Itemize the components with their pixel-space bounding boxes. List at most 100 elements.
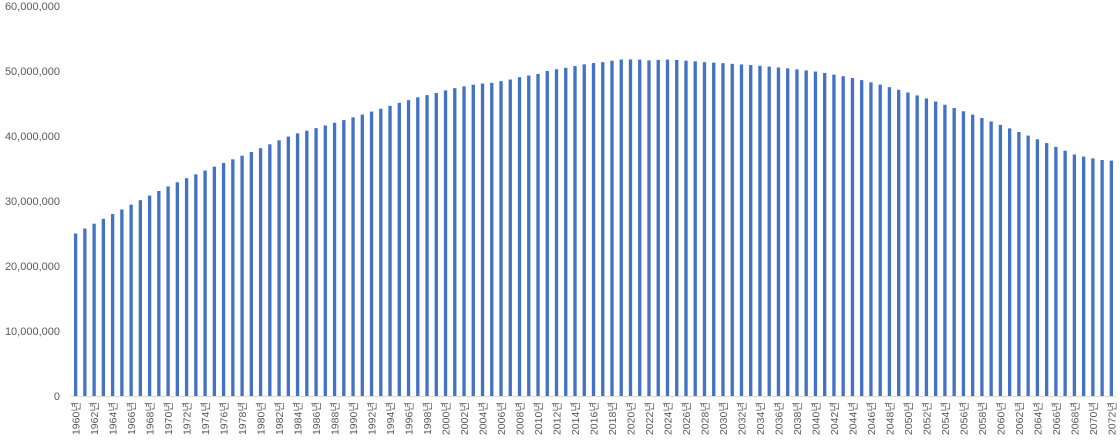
bar-2067 — [1063, 150, 1067, 396]
bar-2000 — [443, 90, 448, 396]
bar-1986 — [314, 128, 318, 396]
x-tick-label: 2020년 — [625, 402, 637, 435]
bar-1995 — [397, 102, 401, 397]
bar-2003 — [471, 84, 475, 397]
x-tick-label: 1966년 — [126, 402, 138, 435]
bar-2005 — [490, 82, 494, 396]
bar-1998 — [425, 95, 429, 397]
x-tick-label: 2072년 — [1106, 402, 1118, 435]
y-tick-label: 0 — [54, 391, 60, 403]
bar-2034 — [758, 65, 762, 397]
bar-2069 — [1081, 156, 1086, 396]
x-tick-label: 2058년 — [977, 402, 989, 435]
bar-2025 — [675, 60, 679, 396]
bar-2020 — [628, 59, 633, 397]
x-tick-label: 2066년 — [1051, 402, 1063, 435]
bar-2046 — [869, 82, 873, 396]
bar-1985 — [305, 130, 309, 397]
bar-2021 — [638, 59, 642, 396]
x-tick-label: 2056년 — [958, 402, 970, 435]
bar-1978 — [240, 155, 244, 396]
bar-2043 — [841, 76, 845, 396]
y-tick-label: 20,000,000 — [5, 261, 60, 273]
bar-1961 — [83, 228, 87, 396]
x-tick-label: 2026년 — [681, 402, 693, 435]
y-tick-label: 50,000,000 — [5, 66, 60, 78]
bar-2064 — [1035, 139, 1040, 396]
bar-2013 — [564, 67, 568, 396]
bar-2071 — [1100, 159, 1104, 396]
bar-1990 — [351, 117, 355, 396]
x-tick-label: 2038년 — [792, 402, 804, 435]
x-tick-label: 2068년 — [1069, 402, 1081, 435]
x-tick-label: 1984년 — [293, 402, 305, 435]
bar-2019 — [619, 59, 623, 397]
bar-2048 — [887, 87, 892, 396]
bar-1972 — [184, 178, 189, 396]
bar-2054 — [943, 104, 947, 397]
x-tick-label: 1996년 — [404, 402, 416, 435]
x-tick-label: 2064년 — [1032, 402, 1044, 435]
bar-1963 — [101, 218, 106, 396]
bar-1976 — [221, 162, 226, 396]
bar-2006 — [499, 81, 503, 396]
y-tick-label: 60,000,000 — [5, 1, 60, 13]
bar-series — [73, 59, 1114, 397]
x-tick-label: 2060년 — [995, 402, 1007, 435]
bar-2007 — [508, 79, 512, 396]
bar-2063 — [1026, 135, 1030, 397]
x-axis: 1960년 1962년 1964년 1966년 1968년 1970년 1972년 1974년… — [71, 396, 1118, 435]
bar-1992 — [369, 111, 374, 397]
y-tick-label: 10,000,000 — [5, 326, 60, 338]
bar-1997 — [416, 97, 420, 396]
x-tick-label: 1972년 — [182, 402, 194, 435]
bar-1989 — [342, 120, 346, 396]
y-tick-label: 30,000,000 — [5, 196, 60, 208]
bar-2038 — [795, 69, 799, 397]
x-tick-label: 2022년 — [644, 402, 656, 435]
bar-2066 — [1054, 146, 1058, 396]
bar-2002 — [462, 86, 466, 396]
x-tick-label: 2012년 — [552, 402, 564, 435]
bar-1983 — [286, 136, 290, 396]
bar-1973 — [194, 174, 198, 396]
x-tick-label: 1962년 — [89, 402, 101, 435]
bar-1991 — [360, 114, 364, 397]
bar-1960 — [73, 233, 78, 396]
bar-1999 — [434, 92, 438, 396]
bar-2062 — [1017, 131, 1021, 396]
bar-2004 — [480, 83, 485, 396]
bar-2009 — [527, 75, 531, 397]
bar-1981 — [268, 144, 272, 396]
x-tick-label: 2034년 — [755, 402, 767, 435]
x-tick-label: 2042년 — [829, 402, 841, 435]
bar-1994 — [388, 105, 392, 396]
bar-2053 — [934, 101, 938, 397]
y-axis: 0 10,000,000 20,000,000 30,000,000 40,000,00… — [5, 1, 60, 403]
bar-2044 — [850, 78, 855, 396]
x-tick-label: 1976년 — [219, 402, 231, 435]
bar-2051 — [915, 95, 919, 396]
bar-1971 — [175, 182, 180, 396]
x-tick-label: 1978년 — [237, 402, 249, 435]
x-tick-label: 1986년 — [311, 402, 323, 435]
x-tick-label: 2054년 — [940, 402, 952, 435]
bar-2072 — [1109, 160, 1114, 396]
bar-2049 — [897, 89, 901, 396]
bar-1965 — [120, 209, 124, 396]
bar-2016 — [591, 63, 596, 396]
x-tick-label: 2052년 — [921, 402, 933, 435]
x-tick-label: 1988년 — [330, 402, 342, 435]
bar-2017 — [601, 62, 605, 396]
bar-2061 — [1007, 128, 1012, 396]
bar-2015 — [582, 64, 586, 397]
bar-1996 — [406, 100, 411, 397]
bar-2032 — [739, 64, 744, 396]
bar-1984 — [295, 133, 300, 396]
x-tick-label: 1968년 — [145, 402, 157, 435]
bar-2045 — [860, 80, 864, 396]
bar-2030 — [721, 63, 725, 396]
bar-2059 — [989, 121, 993, 396]
bar-2068 — [1072, 154, 1077, 396]
